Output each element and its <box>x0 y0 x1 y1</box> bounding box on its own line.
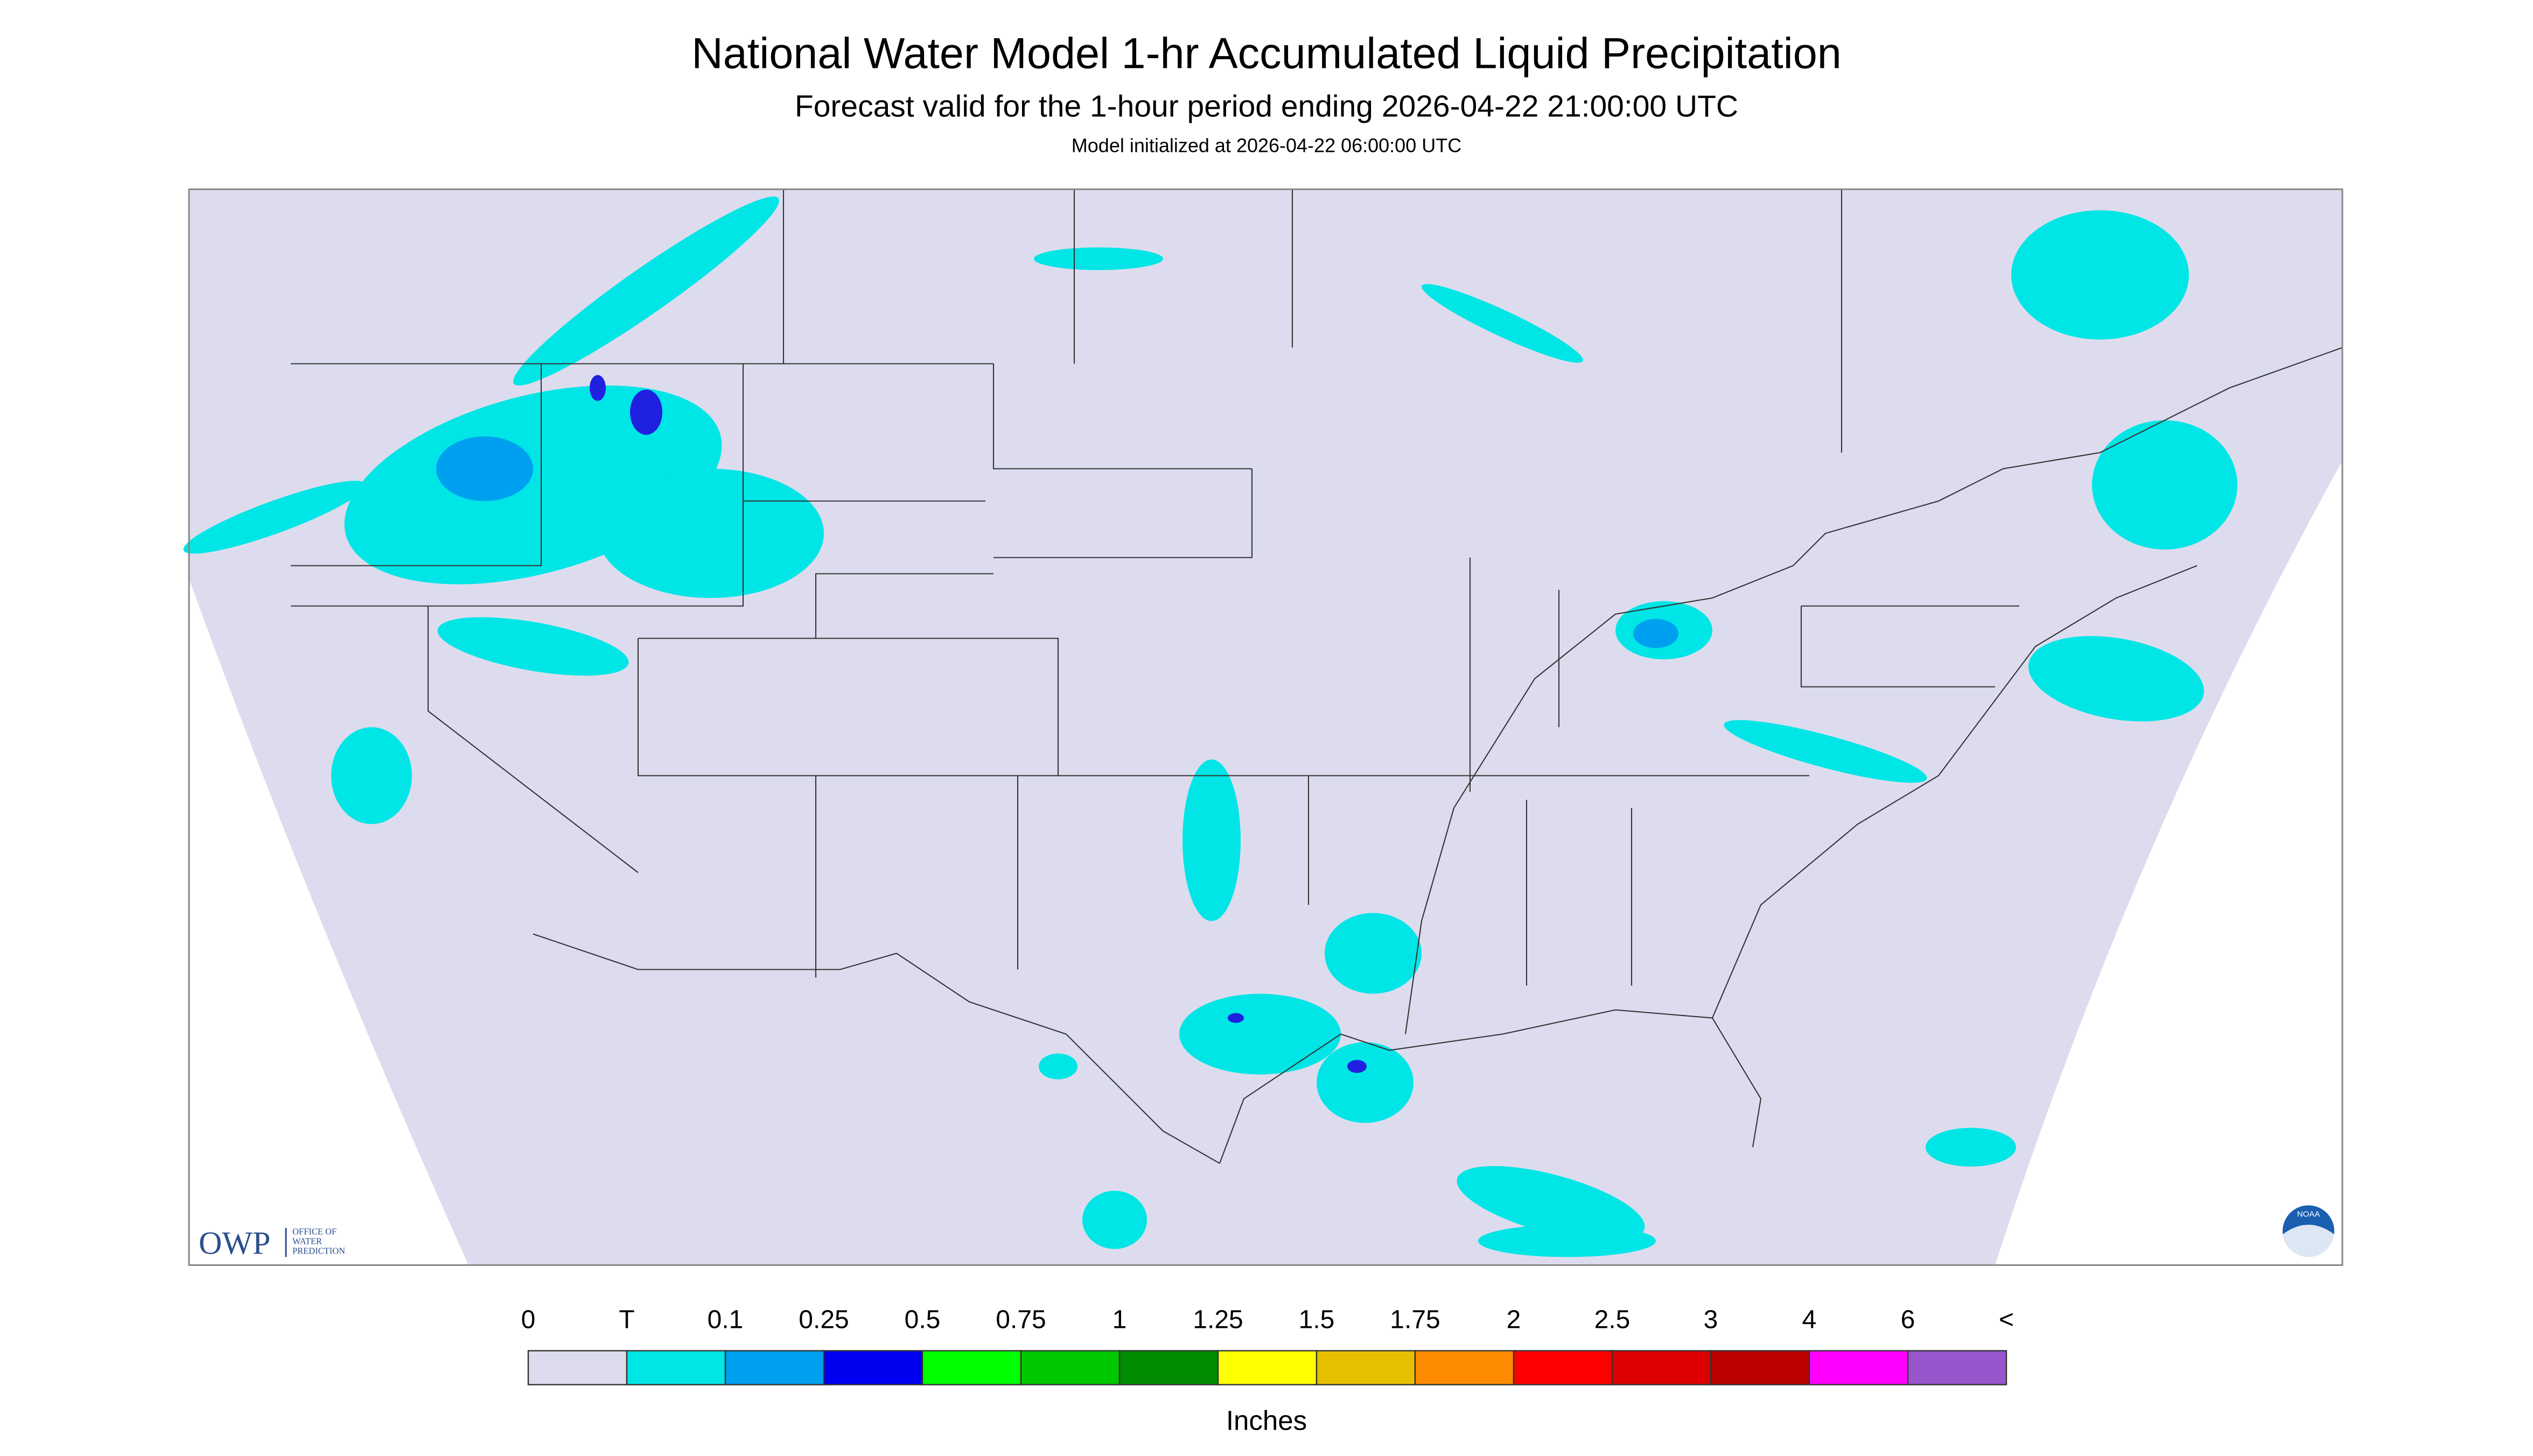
legend-label: 0.1 <box>708 1306 744 1334</box>
owp-name-line: OFFICE OF <box>292 1227 337 1237</box>
legend-swatch <box>1710 1350 1810 1385</box>
legend-swatch <box>1217 1350 1318 1385</box>
legend-swatch <box>1020 1350 1121 1385</box>
legend-label: 4 <box>1802 1306 1817 1334</box>
noaa-logo-text: NOAA <box>2297 1210 2320 1219</box>
legend-label: 2 <box>1507 1306 1521 1334</box>
legend-label: 6 <box>1901 1306 1915 1334</box>
legend-swatch <box>626 1350 726 1385</box>
legend-label: 1.75 <box>1390 1306 1440 1334</box>
legend-swatch <box>1907 1350 2007 1385</box>
legend-label: 0.5 <box>905 1306 941 1334</box>
legend-swatch <box>527 1350 628 1385</box>
owp-logo: OWP <box>199 1226 270 1261</box>
map-domain <box>189 189 2342 1265</box>
legend-label: 1 <box>1112 1306 1127 1334</box>
legend-label: 2.5 <box>1594 1306 1631 1334</box>
owp-name-line: PREDICTION <box>292 1246 345 1256</box>
subtitle: Forecast valid for the 1-hour period end… <box>795 89 1738 124</box>
legend-swatch <box>1316 1350 1416 1385</box>
precip-areas <box>183 197 2237 1257</box>
noaa-logo-wave <box>2283 1224 2334 1261</box>
legend-swatch <box>823 1350 923 1385</box>
legend-swatch <box>1808 1350 1909 1385</box>
legend: 0 T 0.1 0.25 0.5 0.75 1 1.25 1.5 1.75 2 2.5 3 4 6 < <box>521 1306 2014 1385</box>
legend-label: 1.25 <box>1193 1306 1243 1334</box>
legend-label: < <box>1999 1306 2014 1334</box>
init-note: Model initialized at 2026-04-22 06:00:00… <box>1072 135 1461 157</box>
map: OWP OFFICE OF WATER PREDICTION NOAA <box>183 188 2343 1266</box>
title: National Water Model 1-hr Accumulated Li… <box>691 30 1842 78</box>
legend-label: 1.5 <box>1299 1306 1335 1334</box>
legend-swatch <box>1611 1350 1712 1385</box>
legend-label: T <box>619 1306 634 1334</box>
owp-name-line: WATER <box>292 1236 322 1247</box>
legend-swatch <box>1118 1350 1219 1385</box>
legend-swatch <box>1414 1350 1515 1385</box>
legend-label: 0.25 <box>799 1306 849 1334</box>
legend-swatch <box>1513 1350 1613 1385</box>
legend-swatch <box>921 1350 1022 1385</box>
map-frame <box>188 188 2343 1266</box>
legend-swatch <box>724 1350 825 1385</box>
legend-unit: Inches <box>1226 1405 1307 1436</box>
boundaries <box>291 189 2343 1164</box>
legend-label: 0.75 <box>996 1306 1046 1334</box>
legend-label: 0 <box>521 1306 536 1334</box>
legend-label: 3 <box>1704 1306 1718 1334</box>
